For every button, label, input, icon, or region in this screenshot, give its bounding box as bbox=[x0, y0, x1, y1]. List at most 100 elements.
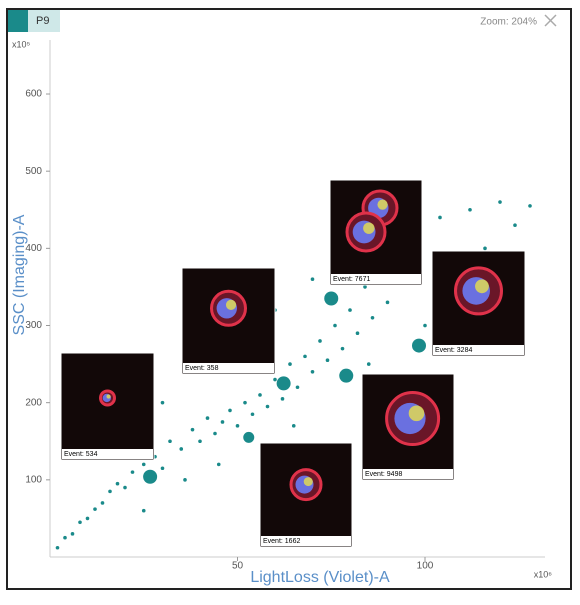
event-point bbox=[280, 397, 285, 401]
tab-label[interactable]: P9 bbox=[36, 15, 49, 27]
cell-spot bbox=[377, 199, 388, 210]
event-point bbox=[190, 427, 195, 432]
event-point bbox=[370, 315, 375, 320]
event-point bbox=[498, 200, 502, 204]
event-point bbox=[55, 545, 60, 550]
event-point bbox=[250, 412, 255, 417]
thumbnail-caption: Event: 7671 bbox=[333, 276, 370, 283]
event-point bbox=[483, 246, 487, 251]
tab[interactable] bbox=[28, 10, 60, 32]
event-point bbox=[528, 204, 532, 208]
event-point bbox=[468, 207, 472, 212]
y-tick-label: 600 bbox=[25, 89, 42, 100]
y-axis-label: SSC (Imaging)-A bbox=[11, 214, 28, 335]
event-point bbox=[160, 400, 165, 405]
event-point bbox=[310, 370, 315, 374]
event-point bbox=[243, 400, 247, 405]
event-point bbox=[220, 420, 225, 424]
thumbnail-caption: Event: 3284 bbox=[435, 347, 472, 354]
y-tick-label: 100 bbox=[25, 474, 42, 485]
event-point bbox=[179, 447, 184, 451]
event-point bbox=[108, 489, 112, 494]
event-point bbox=[363, 285, 367, 289]
thumbnail-caption: Event: 358 bbox=[185, 365, 219, 372]
event-point bbox=[216, 462, 221, 467]
thumbnail-caption-bg bbox=[433, 345, 524, 355]
y-tick-label: 500 bbox=[25, 166, 42, 177]
cell-spot bbox=[303, 477, 313, 487]
event-point bbox=[168, 439, 172, 444]
event-point bbox=[183, 478, 187, 482]
event-thumbnail: Event: 3284 bbox=[431, 250, 526, 357]
y-tick-label: 400 bbox=[25, 243, 42, 254]
x-multiplier: x10⁶ bbox=[534, 569, 553, 579]
y-tick-label: 300 bbox=[25, 320, 42, 331]
event-point bbox=[438, 215, 442, 220]
y-multiplier: x10⁵ bbox=[12, 39, 31, 49]
event-point bbox=[348, 308, 352, 312]
event-point bbox=[318, 339, 322, 343]
event-point bbox=[205, 416, 210, 420]
event-point bbox=[78, 520, 82, 525]
selected-event[interactable] bbox=[276, 376, 291, 391]
event-point bbox=[310, 277, 315, 282]
event-point bbox=[213, 431, 217, 436]
event-point bbox=[258, 393, 262, 397]
event-point bbox=[295, 385, 300, 390]
event-point bbox=[130, 470, 135, 474]
event-thumbnail: Event: 1662 bbox=[259, 442, 353, 548]
cell-spot bbox=[408, 405, 425, 422]
cell-spot bbox=[225, 299, 237, 310]
x-tick-label: 50 bbox=[232, 561, 244, 572]
cell-spot bbox=[475, 279, 489, 294]
event-point bbox=[291, 424, 296, 428]
thumbnail-caption: Event: 534 bbox=[64, 451, 98, 458]
thumbnail-caption-bg bbox=[331, 274, 421, 284]
thumbnail-caption-bg bbox=[183, 363, 274, 373]
cell-spot bbox=[106, 394, 111, 399]
event-point bbox=[63, 535, 67, 540]
x-tick-label: 100 bbox=[417, 561, 434, 572]
selected-event[interactable] bbox=[339, 368, 354, 383]
event-point bbox=[366, 362, 371, 366]
thumbnail-caption-bg bbox=[261, 536, 351, 546]
event-point bbox=[235, 424, 240, 428]
selected-event[interactable] bbox=[240, 428, 258, 446]
event-point bbox=[513, 223, 517, 227]
thumbnail-caption: Event: 1662 bbox=[263, 538, 300, 545]
event-point bbox=[93, 507, 97, 511]
x-axis-label: LightLoss (Violet)-A bbox=[250, 569, 390, 586]
event-point bbox=[288, 362, 292, 366]
event-point bbox=[141, 508, 146, 513]
y-tick-label: 200 bbox=[25, 397, 42, 408]
event-point bbox=[333, 323, 337, 328]
event-point bbox=[355, 331, 360, 336]
event-point bbox=[70, 532, 75, 536]
selected-event[interactable] bbox=[412, 338, 426, 353]
event-point bbox=[340, 346, 345, 351]
event-thumbnail: Event: 7671 bbox=[329, 179, 423, 286]
event-thumbnail: Event: 9498 bbox=[361, 373, 455, 481]
thumbnail-image bbox=[60, 352, 155, 461]
event-point bbox=[385, 300, 390, 305]
event-point bbox=[85, 516, 90, 521]
event-point bbox=[160, 466, 165, 471]
thumbnail-caption-bg bbox=[62, 449, 153, 459]
close-button[interactable] bbox=[544, 14, 557, 27]
event-point bbox=[123, 485, 127, 490]
event-point bbox=[273, 377, 277, 382]
event-thumbnail: Event: 358 bbox=[181, 267, 276, 375]
selected-event[interactable] bbox=[324, 291, 339, 306]
event-point bbox=[100, 501, 105, 505]
thumbnail-caption-bg bbox=[363, 469, 453, 479]
event-point bbox=[115, 481, 120, 486]
selected-event[interactable] bbox=[143, 469, 158, 484]
event-point bbox=[325, 358, 330, 363]
tab-marker bbox=[8, 10, 28, 32]
cell-spot bbox=[363, 222, 375, 234]
zoom-level: Zoom: 204% bbox=[480, 17, 537, 28]
event-point bbox=[228, 408, 232, 413]
event-thumbnail: Event: 534 bbox=[60, 352, 155, 461]
event-point bbox=[141, 462, 146, 467]
